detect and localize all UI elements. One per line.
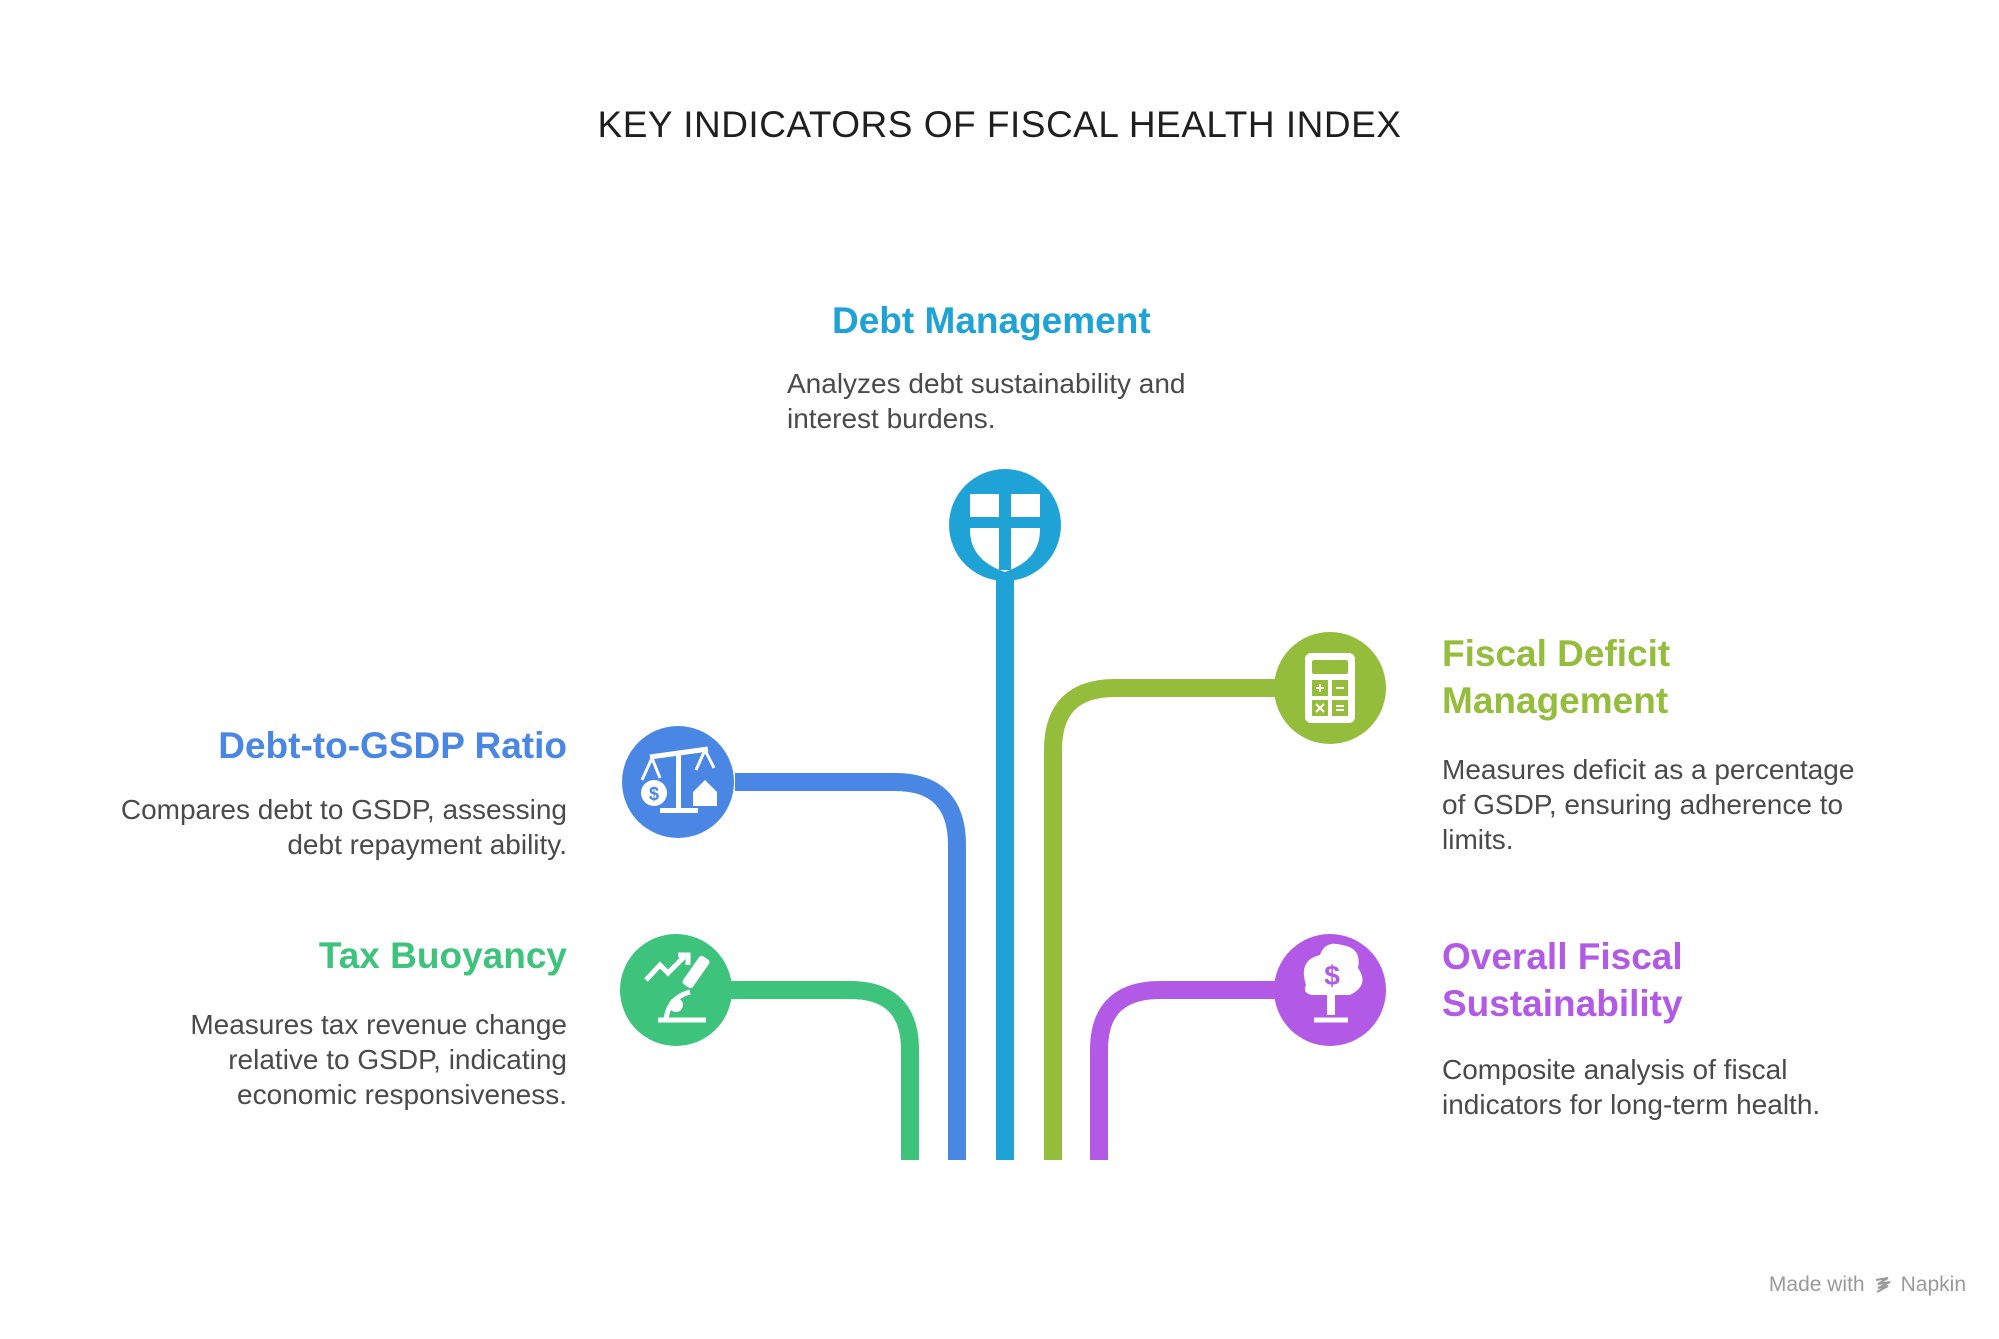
overall-sustainability-heading-line-1: Overall Fiscal xyxy=(1442,936,1683,977)
made-with-napkin-watermark: Made with Napkin xyxy=(1769,1273,1966,1297)
overall-sustainability-description: Composite analysis of fiscal indicators … xyxy=(1442,1052,1820,1122)
connector-overall-sustainability xyxy=(1090,981,1285,1160)
fiscal-deficit-heading-line-1: Fiscal Deficit xyxy=(1442,633,1671,674)
fiscal-deficit-heading: Fiscal Deficit Management xyxy=(1442,630,1670,724)
calculator-icon xyxy=(1274,632,1386,744)
debt-management-heading: Debt Management xyxy=(832,300,1151,341)
svg-text:$: $ xyxy=(649,784,659,804)
connector-fiscal-deficit xyxy=(1044,679,1280,1160)
napkin-logo-icon xyxy=(1875,1277,1891,1293)
debt-management-desc-line-1: Analyzes debt sustainability and xyxy=(787,368,1186,399)
shield-icon xyxy=(949,469,1061,581)
page-title: KEY INDICATORS OF FISCAL HEALTH INDEX xyxy=(597,104,1402,145)
debt-to-gsdp-desc-line-1: Compares debt to GSDP, assessing xyxy=(120,794,567,825)
watermark-brand: Napkin xyxy=(1900,1273,1966,1296)
money-tree-icon: $ xyxy=(1274,934,1386,1046)
fiscal-deficit-description: Measures deficit as a percentage of GSDP… xyxy=(1442,752,1854,857)
overall-sustainability-heading-line-2: Sustainability xyxy=(1442,983,1683,1024)
debt-management-description: Analyzes debt sustainability and interes… xyxy=(787,366,1185,436)
watermark-prefix: Made with xyxy=(1768,1273,1865,1296)
connector-debt-to-gsdp xyxy=(735,773,966,1160)
debt-to-gsdp-desc-line-2: debt repayment ability. xyxy=(287,829,567,860)
tax-buoyancy-desc-line-3: economic responsiveness. xyxy=(237,1079,567,1110)
tax-buoyancy-description: Measures tax revenue change relative to … xyxy=(190,1007,567,1112)
debt-to-gsdp-heading: Debt-to-GSDP Ratio xyxy=(218,725,567,766)
fiscal-deficit-desc-line-3: limits. xyxy=(1442,824,1514,855)
microscope-trend-icon xyxy=(620,934,732,1046)
debt-management-desc-line-2: interest burdens. xyxy=(787,403,996,434)
connector-tax-buoyancy xyxy=(730,981,919,1160)
overall-sustainability-desc-line-2: indicators for long-term health. xyxy=(1442,1089,1821,1120)
overall-sustainability-heading: Overall Fiscal Sustainability xyxy=(1442,933,1683,1027)
fiscal-deficit-heading-line-2: Management xyxy=(1442,680,1669,721)
fiscal-deficit-desc-line-1: Measures deficit as a percentage xyxy=(1442,754,1855,785)
overall-sustainability-desc-line-1: Composite analysis of fiscal xyxy=(1442,1054,1788,1085)
tax-buoyancy-desc-line-1: Measures tax revenue change xyxy=(190,1009,567,1040)
fiscal-deficit-desc-line-2: of GSDP, ensuring adherence to xyxy=(1442,789,1844,820)
debt-to-gsdp-description: Compares debt to GSDP, assessing debt re… xyxy=(121,792,567,862)
tax-buoyancy-heading: Tax Buoyancy xyxy=(318,935,567,976)
scale-icon: $ xyxy=(622,726,734,838)
svg-text:$: $ xyxy=(1324,960,1340,991)
tax-buoyancy-desc-line-2: relative to GSDP, indicating xyxy=(228,1044,567,1075)
